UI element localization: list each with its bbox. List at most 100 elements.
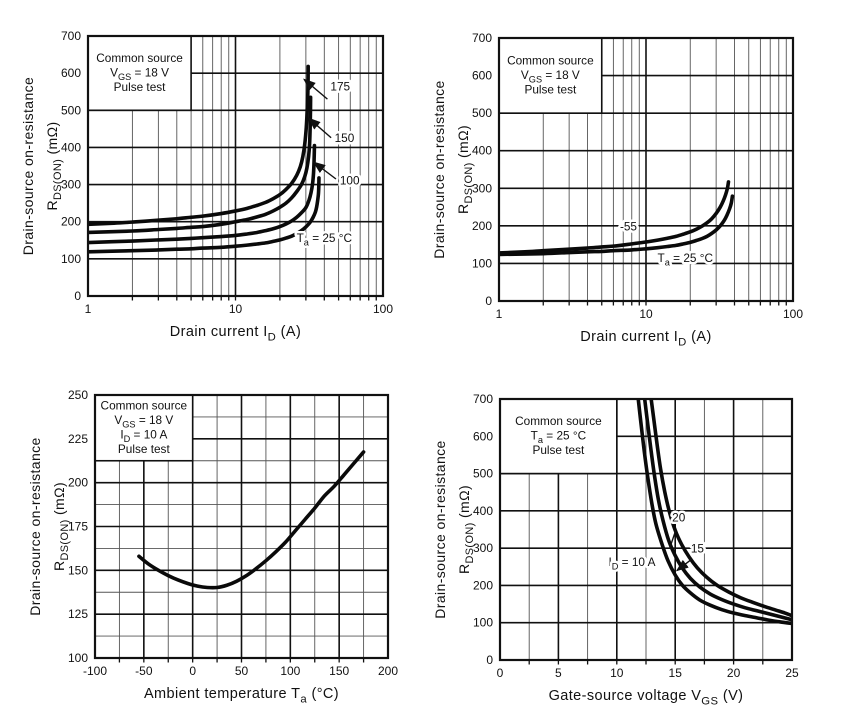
x-tick-label: 25 bbox=[785, 666, 799, 680]
curve-label: 100 bbox=[340, 174, 360, 188]
axis-ticks bbox=[131, 296, 377, 301]
curve-label: 150 bbox=[335, 131, 355, 145]
y-tick-label: 250 bbox=[68, 388, 88, 402]
curves bbox=[137, 450, 366, 590]
y-tick-label: 125 bbox=[68, 607, 88, 621]
conditions-text: Common source bbox=[101, 398, 188, 412]
curves bbox=[88, 64, 321, 254]
curve-label: 175 bbox=[330, 80, 350, 94]
y-axis-title: RDS(ON) (mΩ) bbox=[44, 121, 64, 210]
y-tick-label: 150 bbox=[68, 563, 88, 577]
y-tick-label: 500 bbox=[472, 106, 492, 120]
curve-label-arrow bbox=[303, 78, 328, 100]
y-tick-label: 100 bbox=[472, 256, 492, 270]
curve-label: -55 bbox=[620, 220, 637, 234]
curve-Id-15A bbox=[642, 399, 792, 622]
curve-label: Ta = 25 °C bbox=[297, 231, 353, 248]
curve-Ta-100C bbox=[88, 143, 317, 245]
grid bbox=[88, 36, 383, 296]
y-tick-label: 100 bbox=[61, 252, 81, 266]
y-axis-title: Drain-source on-resistance bbox=[20, 77, 36, 255]
y-tick-label: 600 bbox=[61, 66, 81, 80]
y-tick-label: 600 bbox=[473, 429, 493, 443]
axis-ticks bbox=[542, 301, 787, 306]
x-tick-label: 5 bbox=[555, 666, 562, 680]
x-axis-title: Drain current ID (A) bbox=[170, 324, 301, 343]
y-axis-title: Drain-source on-resistance bbox=[431, 80, 447, 258]
curves bbox=[636, 399, 792, 626]
x-tick-label: 100 bbox=[280, 664, 300, 678]
y-tick-label: 200 bbox=[68, 476, 88, 490]
x-tick-label: 1 bbox=[85, 302, 92, 316]
y-axis-title: Drain-source on-resistance bbox=[432, 440, 448, 618]
y-tick-label: 700 bbox=[473, 392, 493, 406]
conditions-text: Common source bbox=[515, 414, 602, 428]
x-tick-label: 50 bbox=[235, 664, 249, 678]
conditions-text: Ta = 25 °C bbox=[531, 429, 587, 446]
y-tick-label: 700 bbox=[472, 31, 492, 45]
y-tick-label: 200 bbox=[473, 578, 493, 592]
curve-Id-20A bbox=[649, 399, 792, 618]
x-tick-label: 0 bbox=[189, 664, 196, 678]
y-tick-label: 200 bbox=[61, 215, 81, 229]
y-tick-label: 100 bbox=[473, 616, 493, 630]
axis-ticks bbox=[528, 660, 764, 665]
x-tick-label: 10 bbox=[610, 666, 624, 680]
chart-rdson-vs-gate-source-voltage: Common source Ta = 25 °C Pulse test 0 100 200… bbox=[425, 357, 849, 714]
x-axis-title: Drain current ID (A) bbox=[580, 329, 711, 348]
y-tick-label: 500 bbox=[473, 467, 493, 481]
x-tick-label: 1 bbox=[496, 307, 503, 321]
y-tick-label: 400 bbox=[472, 144, 492, 158]
curve-Ta-25C bbox=[499, 194, 735, 257]
curve-label: 20 bbox=[672, 510, 686, 524]
y-tick-label: 300 bbox=[472, 181, 492, 195]
curve-Ta-25C bbox=[88, 176, 321, 254]
conditions-text: ID = 10 A bbox=[120, 427, 167, 444]
y-tick-label: 400 bbox=[61, 140, 81, 154]
conditions-text: Pulse test bbox=[524, 82, 577, 96]
x-tick-label: -50 bbox=[135, 664, 153, 678]
curve-label-arrow bbox=[307, 117, 332, 139]
x-tick-label: 100 bbox=[373, 302, 393, 316]
curve-rdson-temp bbox=[137, 450, 366, 590]
conditions-text: VGS = 18 V bbox=[114, 413, 173, 430]
y-axis-title: Drain-source on-resistance bbox=[27, 437, 43, 615]
y-tick-label: 300 bbox=[473, 541, 493, 555]
x-tick-label: 10 bbox=[229, 302, 243, 316]
curve-Ta-minus55C bbox=[499, 180, 731, 255]
y-tick-label: 100 bbox=[68, 651, 88, 665]
y-tick-label: 200 bbox=[472, 219, 492, 233]
y-tick-label: 0 bbox=[486, 653, 493, 667]
chart-rdson-vs-drain-current-low-temp: Common source VGS = 18 V Pulse test 0 100 200… bbox=[425, 0, 849, 357]
y-tick-label: 400 bbox=[473, 504, 493, 518]
x-tick-label: 0 bbox=[497, 666, 504, 680]
x-tick-label: 100 bbox=[783, 307, 803, 321]
curve-Id-10A bbox=[636, 399, 792, 626]
y-tick-label: 0 bbox=[485, 294, 492, 308]
curve-Ta-175C bbox=[88, 64, 310, 227]
y-axis-title: RDS(ON) (mΩ) bbox=[456, 485, 476, 574]
x-tick-label: 10 bbox=[639, 307, 653, 321]
y-tick-label: 600 bbox=[472, 69, 492, 83]
curve-label-arrow bbox=[669, 530, 677, 548]
chart-rdson-vs-ambient-temperature: Common source VGS = 18 V ID = 10 A Pulse te… bbox=[0, 357, 424, 714]
curve-label: ID = 10 A bbox=[608, 555, 655, 572]
axis-ticks bbox=[118, 658, 365, 663]
curve-label-arrow bbox=[675, 558, 692, 572]
curve-label-arrow bbox=[312, 161, 337, 180]
x-tick-label: 200 bbox=[378, 664, 398, 678]
y-tick-label: 0 bbox=[74, 289, 81, 303]
x-axis-title: Gate-source voltage VGS (V) bbox=[549, 688, 744, 707]
x-tick-label: 20 bbox=[727, 666, 741, 680]
conditions-text: Common source bbox=[507, 53, 594, 67]
x-tick-label: -100 bbox=[83, 664, 107, 678]
conditions-text: VGS = 18 V bbox=[110, 65, 169, 82]
y-tick-label: 300 bbox=[61, 178, 81, 192]
chart-rdson-vs-drain-current-high-temp: Common source VGS = 18 V Pulse test 0 100 200… bbox=[0, 0, 424, 357]
curve-label: Ta = 25 °C bbox=[658, 251, 714, 268]
y-tick-label: 500 bbox=[61, 103, 81, 117]
